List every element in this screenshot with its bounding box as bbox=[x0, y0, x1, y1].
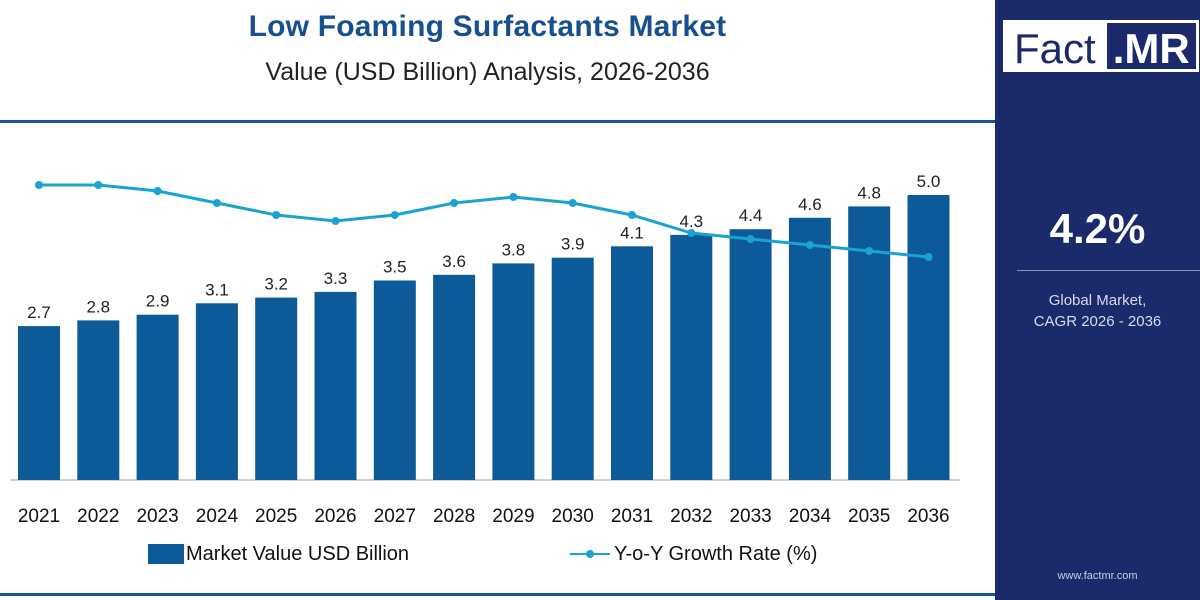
bar-2021 bbox=[18, 326, 60, 480]
bar-label-2027: 3.5 bbox=[383, 258, 407, 277]
bar-label-2033: 4.4 bbox=[739, 206, 763, 225]
legend-line-label: Y-o-Y Growth Rate (%) bbox=[614, 542, 818, 565]
chart-subtitle: Value (USD Billion) Analysis, 2026-2036 bbox=[265, 58, 710, 86]
growth-point-2023 bbox=[153, 187, 162, 195]
bar-label-2026: 3.3 bbox=[324, 269, 348, 288]
footer-divider bbox=[0, 593, 995, 596]
bar-2032 bbox=[670, 234, 713, 480]
growth-point-2026 bbox=[331, 217, 340, 225]
bar-label-2024: 3.1 bbox=[205, 280, 229, 299]
bar-2036 bbox=[907, 195, 950, 480]
growth-point-2024 bbox=[212, 199, 221, 207]
legend-bar-swatch bbox=[148, 544, 184, 564]
bar-label-2031: 4.1 bbox=[620, 223, 644, 242]
bar-2031 bbox=[611, 246, 653, 480]
growth-point-2030 bbox=[568, 199, 577, 207]
bar-label-2029: 3.8 bbox=[502, 240, 526, 259]
logo-right-text: .MR bbox=[1106, 20, 1199, 72]
growth-rate-line bbox=[39, 183, 929, 259]
x-tick-2026: 2026 bbox=[314, 506, 356, 527]
bar-2026 bbox=[314, 291, 357, 480]
cagr-divider bbox=[1017, 270, 1200, 271]
growth-point-2025 bbox=[272, 211, 281, 219]
bar-label-2036: 5.0 bbox=[917, 172, 941, 191]
growth-point-2029 bbox=[509, 193, 518, 201]
x-tick-2033: 2033 bbox=[729, 506, 771, 527]
bar-label-2034: 4.6 bbox=[798, 195, 822, 214]
x-tick-2025: 2025 bbox=[255, 506, 297, 527]
bar-2033 bbox=[729, 229, 772, 480]
factmr-logo: Fact .MR bbox=[1003, 20, 1199, 72]
market-chart: 2.7 2021 2.8 2022 2.9 2023 3.1 2024 3.2 2025 3.3 20… bbox=[10, 172, 960, 527]
x-tick-2029: 2029 bbox=[492, 506, 534, 527]
bar-2029 bbox=[492, 263, 535, 480]
bar-2027 bbox=[373, 280, 416, 480]
cagr-label-line1: Global Market, bbox=[1048, 292, 1147, 309]
x-tick-2032: 2032 bbox=[670, 506, 712, 527]
growth-point-2036 bbox=[924, 253, 933, 261]
bar-label-2021: 2.7 bbox=[27, 303, 51, 322]
website-url: www.factmr.com bbox=[1057, 570, 1138, 582]
x-tick-2021: 2021 bbox=[18, 506, 60, 527]
x-tick-2022: 2022 bbox=[77, 506, 119, 527]
logo-left-text: Fact bbox=[1003, 20, 1107, 72]
x-tick-2024: 2024 bbox=[196, 506, 239, 527]
bar-label-2032: 4.3 bbox=[679, 212, 703, 231]
bar-label-2022: 2.8 bbox=[86, 297, 110, 316]
growth-point-2035 bbox=[865, 247, 874, 255]
x-tick-2030: 2030 bbox=[552, 506, 594, 527]
growth-point-2028 bbox=[450, 199, 459, 207]
cagr-label: Global Market, CAGR 2026 - 2036 bbox=[995, 290, 1200, 332]
growth-point-2031 bbox=[628, 211, 636, 219]
bar-label-2030: 3.9 bbox=[561, 235, 585, 254]
x-tick-2023: 2023 bbox=[136, 506, 178, 527]
x-tick-2031: 2031 bbox=[611, 506, 653, 527]
cagr-label-line2: CAGR 2026 - 2036 bbox=[1033, 313, 1162, 330]
legend-bar-label: Market Value USD Billion bbox=[186, 542, 410, 565]
growth-point-2027 bbox=[390, 211, 399, 219]
bar-2022 bbox=[77, 320, 120, 480]
x-tick-2027: 2027 bbox=[374, 506, 416, 527]
bar-2028 bbox=[433, 274, 476, 480]
x-tick-2035: 2035 bbox=[848, 506, 890, 527]
bar-label-2035: 4.8 bbox=[857, 183, 881, 202]
bar-label-2028: 3.6 bbox=[442, 252, 466, 271]
growth-point-2034 bbox=[805, 241, 814, 249]
bar-2034 bbox=[788, 217, 831, 481]
growth-point-2032 bbox=[687, 229, 696, 237]
x-tick-2036: 2036 bbox=[907, 506, 949, 527]
x-tick-2028: 2028 bbox=[433, 506, 475, 527]
bar-2023 bbox=[136, 314, 179, 480]
sidebar-panel: Fact .MR 4.2% Global Market, CAGR 2026 -… bbox=[995, 0, 1200, 600]
header-divider bbox=[0, 120, 995, 123]
legend-line-swatch bbox=[570, 544, 610, 564]
bar-2024 bbox=[195, 303, 238, 480]
chart-title: Low Foaming Surfactants Market bbox=[248, 10, 727, 43]
legend-bar-item: Market Value USD Billion bbox=[148, 540, 409, 568]
bar-label-2025: 3.2 bbox=[264, 275, 288, 294]
growth-point-2033 bbox=[746, 235, 755, 243]
growth-point-2021 bbox=[35, 181, 43, 189]
x-tick-2034: 2034 bbox=[789, 506, 832, 527]
growth-point-2022 bbox=[94, 181, 103, 189]
bar-label-2023: 2.9 bbox=[146, 292, 170, 311]
legend-line-item: Y-o-Y Growth Rate (%) bbox=[570, 540, 817, 568]
cagr-value: 4.2% bbox=[1049, 205, 1146, 252]
chart-header: Low Foaming Surfactants Market Value (US… bbox=[0, 0, 995, 118]
bar-2030 bbox=[551, 257, 594, 480]
bar-2025 bbox=[255, 297, 298, 480]
